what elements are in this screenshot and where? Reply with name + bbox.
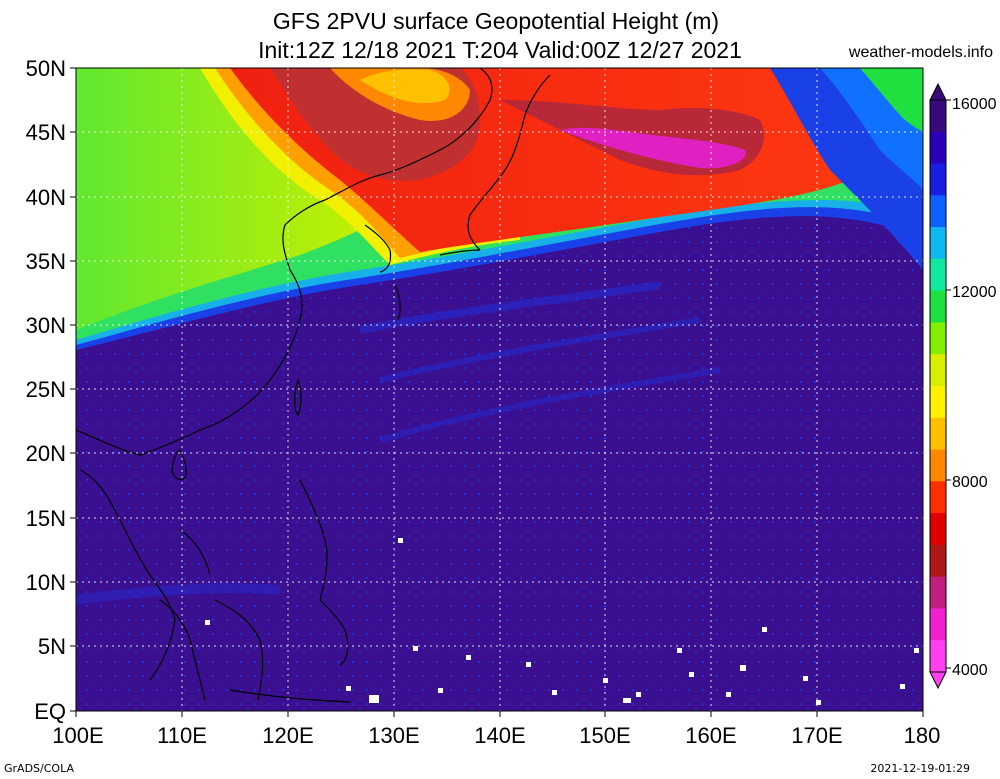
colorbar-segment [930,417,946,451]
lat-label: 25N [26,377,66,402]
colorbar-segment [930,481,946,514]
axis-ticks [70,67,924,717]
lat-label: 30N [26,313,66,338]
lat-labels: 50N 45N 40N 35N 30N 25N 20N 15N 10N 5N E… [26,56,66,724]
colorbar-label: 12000 [952,284,997,301]
map-title: GFS 2PVU surface Geopotential Height (m) [272,8,720,34]
colorbar-segment [930,386,946,419]
lat-label: 45N [26,120,66,145]
colorbar-segment [930,258,946,292]
colorbar-segment [930,322,946,355]
colorbar-segment [930,163,946,196]
colorbar-segment [930,195,946,228]
lon-label: 100E [52,723,103,748]
lon-label: 140E [474,723,525,748]
lat-label: 35N [26,249,66,274]
lat-label: 10N [26,570,66,595]
lat-label: 5N [38,634,66,659]
colorbar-segment [930,608,946,641]
footer-credit: GrADS/COLA [4,762,74,775]
colorbar-segment [930,227,946,260]
colorbar-label: 16000 [952,96,997,113]
colorbar-top-arrow [929,82,947,101]
lon-label: 110E [157,723,207,748]
lon-label: 160E [685,723,736,748]
lat-label: 40N [26,185,66,210]
lon-labels: 100E 110E 120E 130E 140E 150E 160E 170E … [52,723,940,748]
lon-label: 150E [579,723,630,748]
colorbar [929,82,951,690]
colorbar-segment [930,576,946,609]
colorbar-labels: 16000 12000 8000 4000 [952,96,997,679]
lat-label: 15N [26,506,66,531]
lon-label: 120E [262,723,313,748]
lat-label: 20N [26,441,66,466]
lon-label: 130E [368,723,419,748]
lon-label: 170E [791,723,842,748]
colorbar-segment [930,449,946,482]
colorbar-label: 4000 [952,662,988,679]
coastlines [76,68,551,703]
lat-label: EQ [34,699,66,724]
map-subtitle: Init:12Z 12/18 2021 T:204 Valid:00Z 12/2… [258,37,742,63]
colorbar-label: 8000 [952,474,988,491]
graticule [76,68,923,711]
lon-label: 180 [904,723,941,748]
colorbar-segment [930,131,946,165]
colorbar-segment [930,354,946,387]
lat-label: 50N [26,56,66,81]
colorbar-segment [930,100,946,133]
field-layer [76,68,923,711]
colorbar-segment [930,290,946,323]
colorbar-segment [930,544,946,578]
colorbar-segment [930,640,946,673]
footer-timestamp: 2021-12-19-01:29 [870,762,970,775]
site-label: weather-models.info [848,44,993,61]
colorbar-frame [929,99,947,673]
colorbar-segment [930,513,946,546]
colorbar-bottom-arrow [929,671,947,690]
